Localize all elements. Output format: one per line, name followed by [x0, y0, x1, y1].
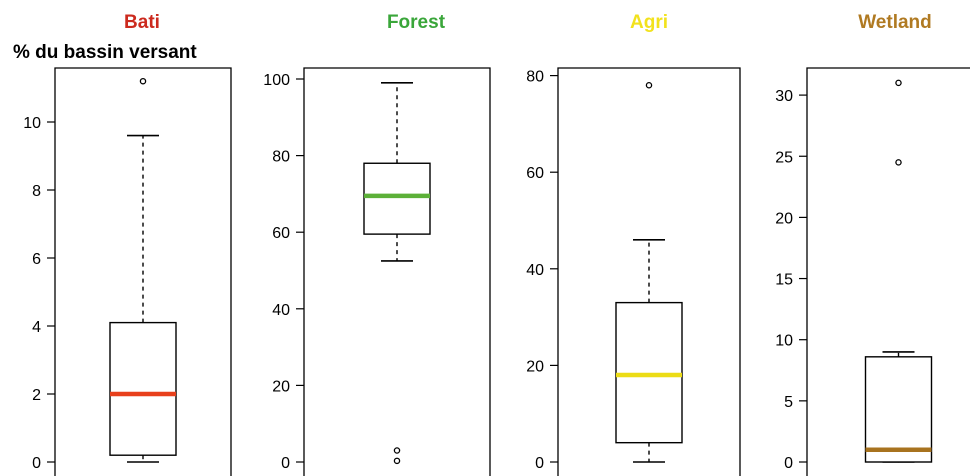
y-tick-label: 6 [32, 251, 41, 268]
outlier-point [139, 77, 147, 85]
y-tick-label: 30 [775, 88, 793, 105]
panel-title: Forest [387, 12, 446, 33]
outlier-point [393, 457, 401, 465]
y-tick-label: 0 [281, 455, 290, 472]
y-tick-label: 5 [784, 394, 793, 411]
panel-title: Bati [124, 12, 160, 33]
plot-frame [303, 67, 491, 476]
plot-frame [54, 67, 232, 476]
iqr-box [615, 301, 683, 444]
y-tick-label: 60 [272, 225, 290, 242]
iqr-box [109, 321, 177, 456]
y-tick-label: 15 [775, 272, 793, 289]
outlier-point [393, 447, 401, 454]
outlier-point [895, 79, 902, 87]
y-tick-label: 80 [272, 149, 290, 166]
outlier-point [895, 159, 902, 166]
y-tick-label: 100 [263, 72, 290, 89]
y-tick-label: 2 [32, 387, 41, 404]
iqr-box [363, 162, 431, 235]
y-tick-label: 4 [32, 319, 41, 336]
y-axis-label: % du bassin versant [13, 42, 197, 63]
iqr-box [864, 356, 933, 463]
panel-title: Wetland [858, 12, 932, 33]
panel-title: Agri [630, 12, 668, 33]
y-tick-label: 60 [526, 165, 544, 182]
y-tick-label: 0 [32, 455, 41, 472]
plot-frame [806, 67, 970, 476]
y-tick-label: 20 [526, 358, 544, 375]
y-tick-label: 10 [775, 333, 793, 350]
y-tick-label: 8 [32, 183, 41, 200]
y-tick-label: 10 [23, 115, 41, 132]
y-tick-label: 40 [526, 262, 544, 279]
y-tick-label: 0 [535, 455, 544, 472]
y-tick-label: 40 [272, 302, 290, 319]
y-tick-label: 0 [784, 455, 793, 472]
plot-frame [557, 67, 741, 476]
outlier-point [645, 82, 653, 89]
y-tick-label: 80 [526, 69, 544, 86]
y-tick-label: 25 [775, 149, 793, 166]
y-tick-label: 20 [272, 378, 290, 395]
y-tick-label: 20 [775, 210, 793, 227]
